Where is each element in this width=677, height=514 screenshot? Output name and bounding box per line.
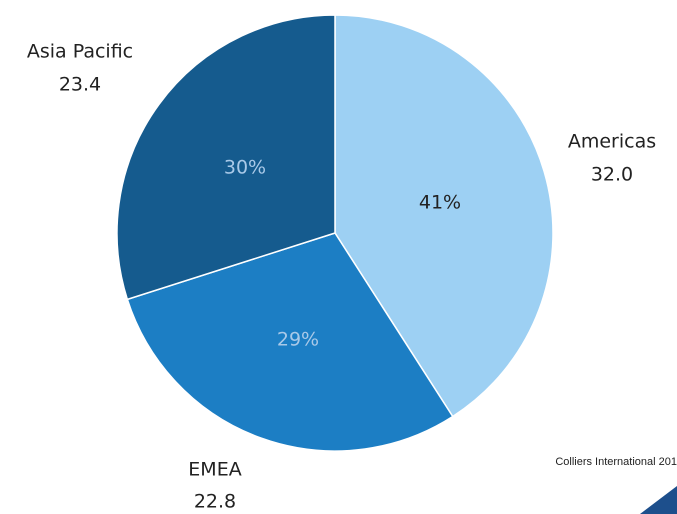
percent-label: 30% [224,157,266,179]
pie-slice [334,14,554,418]
value-label: 22.8 [194,491,236,513]
pie-slice [126,232,454,452]
category-label: Asia Pacific [27,41,133,63]
corner-decoration [640,486,677,514]
pie-slice [116,14,336,301]
source-note: Colliers International 201 [555,456,677,468]
value-label: 32.0 [591,164,633,186]
category-label: Americas [568,131,656,153]
percent-label: 41% [419,192,461,214]
category-label: EMEA [188,459,241,481]
percent-label: 29% [277,329,319,351]
value-label: 23.4 [59,74,101,96]
